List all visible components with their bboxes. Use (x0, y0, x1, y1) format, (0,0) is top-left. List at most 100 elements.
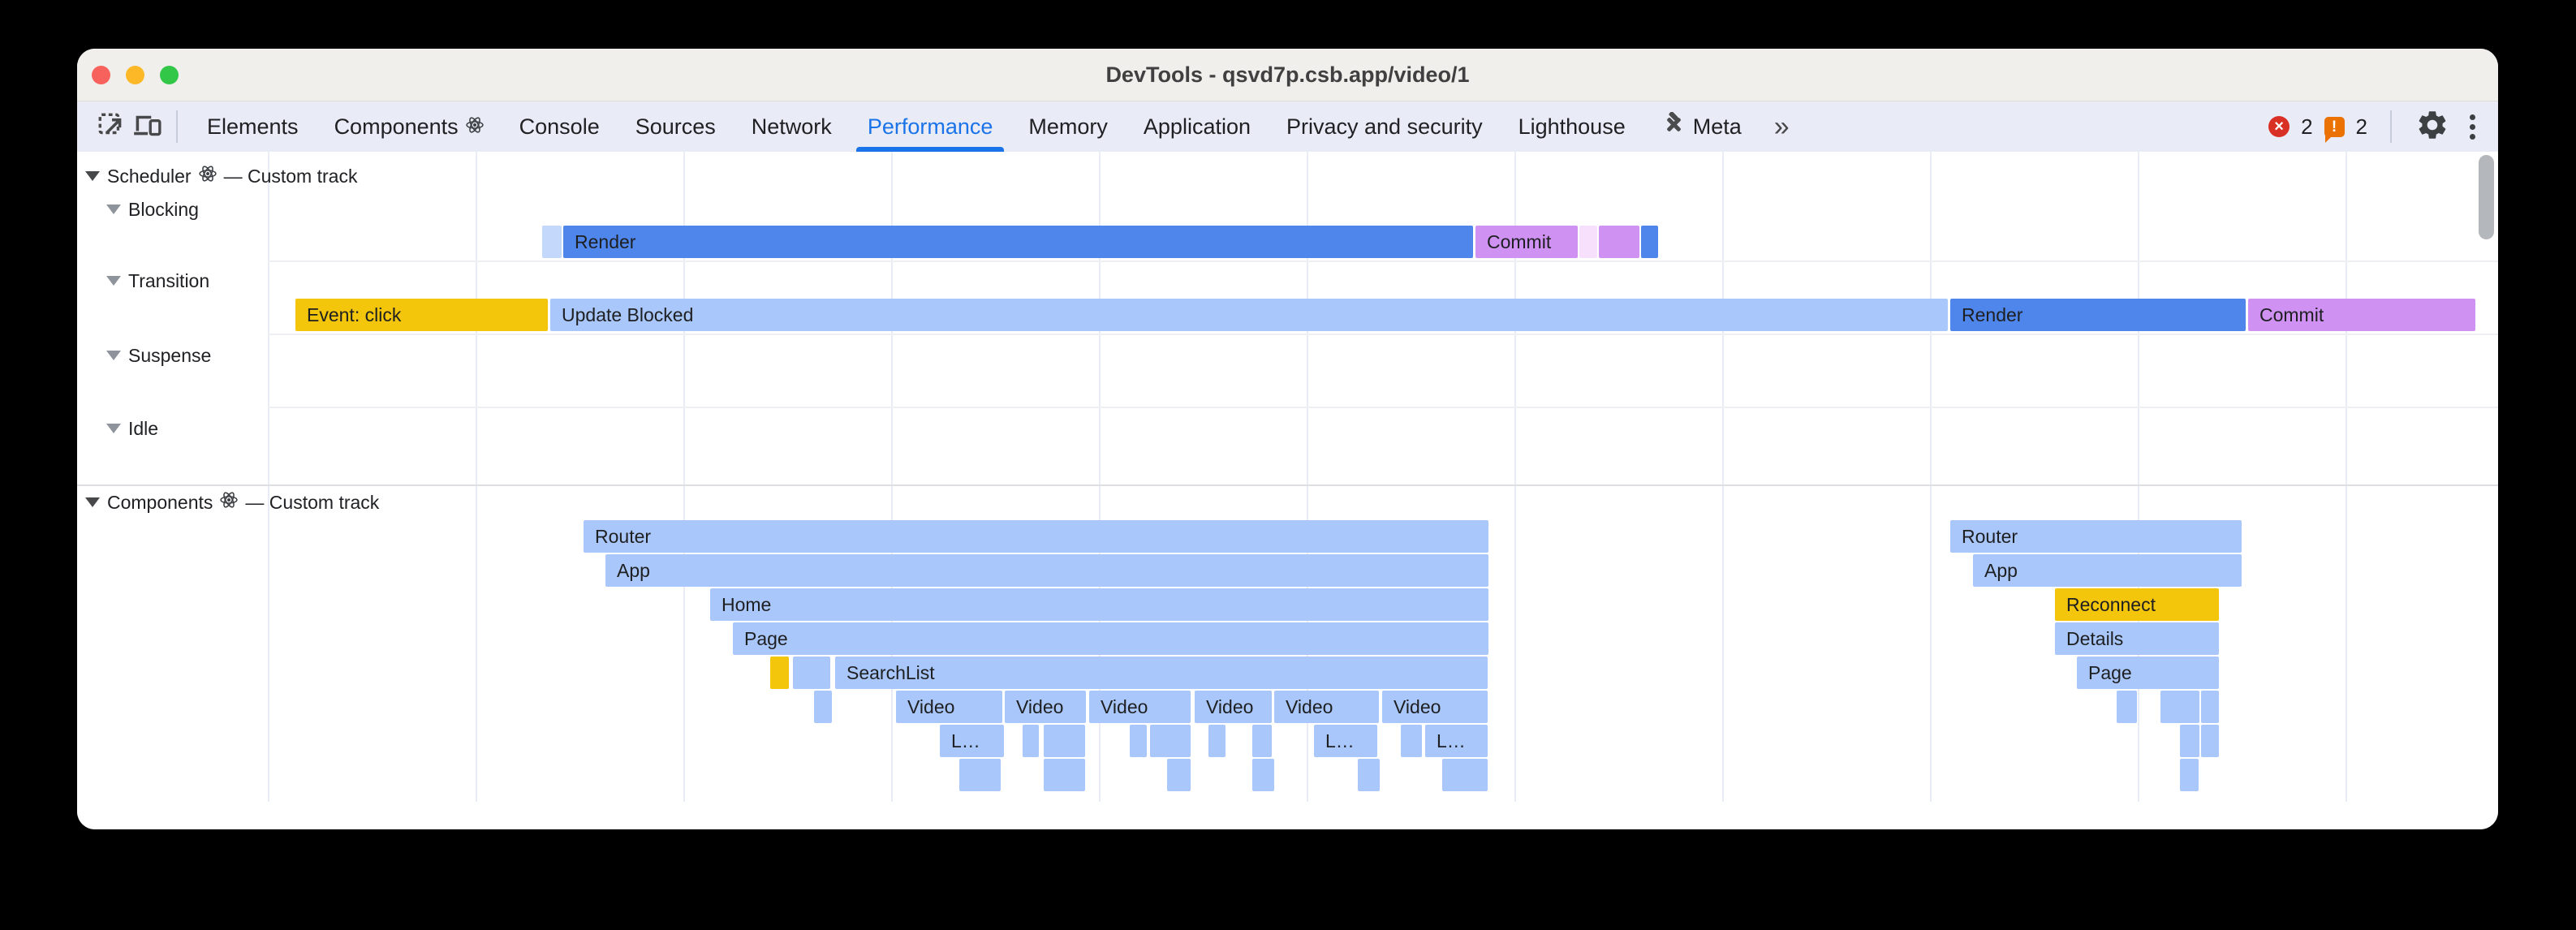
collapse-arrow-icon (106, 351, 121, 360)
flame-bar[interactable] (1252, 725, 1272, 757)
flame-bar-router[interactable]: Router (1950, 520, 2242, 553)
flame-bar-searchlist[interactable]: SearchList (835, 657, 1488, 689)
zoom-button[interactable] (160, 66, 179, 84)
flame-bar-label: Render (1962, 304, 2023, 325)
flame-bar-page[interactable]: Page (733, 622, 1488, 655)
flame-bar-router[interactable]: Router (584, 520, 1488, 553)
scrollbar-thumb[interactable] (2479, 155, 2494, 239)
flame-bar[interactable] (1579, 226, 1597, 258)
flame-bar-video[interactable]: Video (1005, 691, 1086, 723)
flame-bar[interactable] (2180, 725, 2199, 757)
tab-meta[interactable]: Meta (1643, 101, 1760, 152)
flame-bar-page[interactable]: Page (2077, 657, 2219, 689)
minimize-button[interactable] (126, 66, 144, 84)
flame-bar-label: Router (1962, 526, 2018, 547)
error-count[interactable]: 2 (2301, 114, 2313, 139)
tab-console[interactable]: Console (502, 101, 618, 152)
flame-bar[interactable] (1442, 759, 1488, 791)
flame-bar[interactable] (1358, 759, 1380, 791)
flame-bar[interactable] (1023, 725, 1039, 757)
tab-label: Privacy and security (1286, 114, 1483, 139)
flame-bar[interactable] (2201, 691, 2219, 723)
flame-bar-video[interactable]: Video (1274, 691, 1379, 723)
tab-memory[interactable]: Memory (1010, 101, 1126, 152)
flame-bar-app[interactable]: App (605, 554, 1488, 587)
time-gridline (268, 152, 269, 802)
flame-bar-home[interactable]: Home (710, 588, 1488, 621)
toggle-device-toolbar-button[interactable] (129, 105, 165, 148)
flame-bar[interactable] (2180, 759, 2199, 791)
flame-bar[interactable] (1401, 725, 1422, 757)
flame-bar-update-blocked[interactable]: Update Blocked (550, 299, 1948, 331)
flame-bar[interactable] (1252, 759, 1274, 791)
tab-label: Network (751, 114, 832, 139)
flame-bar-render[interactable]: Render (1950, 299, 2246, 331)
track-header-components[interactable]: Components — Custom track (85, 490, 379, 515)
tab-sources[interactable]: Sources (618, 101, 734, 152)
flame-bar[interactable] (2117, 691, 2137, 723)
flame-bar-reconnect[interactable]: Reconnect (2055, 588, 2219, 621)
flame-bar-commit[interactable]: Commit (2248, 299, 2475, 331)
flame-bar-label: Page (744, 628, 788, 649)
flame-bar-l[interactable]: L… (1314, 725, 1377, 757)
flame-bar-video[interactable]: Video (1089, 691, 1191, 723)
settings-button[interactable] (2414, 105, 2450, 148)
tab-performance[interactable]: Performance (850, 101, 1011, 152)
flame-bar-details[interactable]: Details (2055, 622, 2219, 655)
flame-bar[interactable] (959, 759, 1001, 791)
collapse-arrow-icon (85, 497, 100, 507)
tab-application[interactable]: Application (1126, 101, 1269, 152)
flame-chart: Scheduler — Custom track Bloc (77, 152, 2498, 829)
flame-bar[interactable] (1150, 725, 1191, 757)
flame-bar[interactable] (1208, 725, 1226, 757)
flame-bar-label: App (617, 560, 650, 581)
flame-bar[interactable] (814, 691, 832, 723)
track-suffix: — Custom track (223, 165, 358, 187)
close-button[interactable] (92, 66, 110, 84)
kebab-dot-icon (2470, 133, 2475, 140)
flame-bar[interactable] (1130, 725, 1147, 757)
flame-bar[interactable] (793, 657, 830, 689)
lane-header-transition[interactable]: Transition (106, 269, 209, 293)
device-toolbar-icon (131, 110, 162, 144)
track-title: Components (107, 491, 213, 513)
flame-bar-commit[interactable]: Commit (1475, 226, 1578, 258)
time-gridline (1099, 152, 1101, 802)
flame-bar-video[interactable]: Video (1195, 691, 1272, 723)
more-options-button[interactable] (2462, 114, 2483, 140)
flame-bar-render[interactable]: Render (563, 226, 1473, 258)
flame-bar-l[interactable]: L… (1425, 725, 1488, 757)
flame-bar[interactable] (542, 226, 562, 258)
lane-header-blocking[interactable]: Blocking (106, 197, 199, 222)
error-badge-icon[interactable]: × (2268, 116, 2290, 137)
flame-bar[interactable] (1599, 226, 1639, 258)
flame-bar[interactable] (770, 657, 789, 689)
track-header-scheduler[interactable]: Scheduler — Custom track (85, 164, 357, 188)
flame-bar-label: SearchList (846, 662, 935, 683)
row-separator (268, 407, 2498, 408)
tab-lighthouse[interactable]: Lighthouse (1501, 101, 1643, 152)
flame-bar[interactable] (1167, 759, 1191, 791)
tab-privacy-and-security[interactable]: Privacy and security (1269, 101, 1501, 152)
more-tabs-button[interactable]: » (1773, 110, 1790, 142)
flame-bar-event-click[interactable]: Event: click (295, 299, 548, 331)
flame-bar-app[interactable]: App (1973, 554, 2242, 587)
flame-bar-label: Video (1016, 696, 1064, 717)
tab-network[interactable]: Network (734, 101, 850, 152)
flame-bar[interactable] (2201, 725, 2219, 757)
warning-count[interactable]: 2 (2355, 114, 2367, 139)
flame-bar[interactable] (1641, 226, 1658, 258)
flame-bar[interactable] (1044, 759, 1085, 791)
tab-elements[interactable]: Elements (189, 101, 317, 152)
tab-components[interactable]: Components (317, 101, 502, 152)
flame-bar[interactable] (2160, 691, 2199, 723)
lane-header-idle[interactable]: Idle (106, 416, 158, 441)
flame-bar-video[interactable]: Video (1382, 691, 1488, 723)
inspect-element-button[interactable] (93, 105, 129, 148)
warning-badge-icon[interactable]: ! (2324, 116, 2345, 143)
lane-header-suspense[interactable]: Suspense (106, 343, 211, 368)
flame-bar-video[interactable]: Video (896, 691, 1002, 723)
flame-bar[interactable] (1044, 725, 1085, 757)
time-gridline (476, 152, 477, 802)
flame-bar-l[interactable]: L… (940, 725, 1004, 757)
